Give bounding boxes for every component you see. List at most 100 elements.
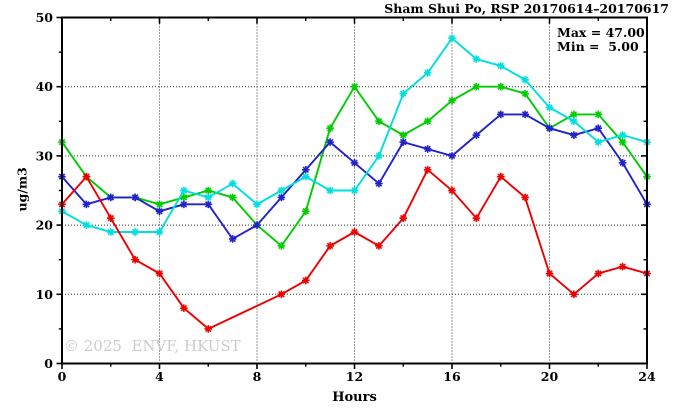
marker-stroke xyxy=(204,194,212,201)
series-red-marker xyxy=(472,214,481,222)
marker-stroke xyxy=(302,166,310,174)
series-cyan-marker xyxy=(228,179,237,188)
marker-stroke xyxy=(156,207,163,215)
series-red-marker xyxy=(448,186,456,195)
series-blue-marker xyxy=(106,193,115,202)
marker-stroke xyxy=(131,194,139,201)
marker-stroke xyxy=(278,194,285,201)
marker-stroke xyxy=(302,277,310,284)
marker-stroke xyxy=(107,228,115,236)
series-green-marker xyxy=(155,200,164,209)
plot-border xyxy=(61,16,648,365)
marker-stroke xyxy=(351,159,358,167)
marker-stroke xyxy=(253,201,261,208)
marker-stroke xyxy=(156,201,163,208)
marker-stroke xyxy=(546,270,553,277)
marker-stroke xyxy=(594,138,602,146)
marker-stroke xyxy=(546,104,553,111)
marker-stroke xyxy=(326,138,334,146)
series-cyan-marker xyxy=(82,221,91,229)
y-tick-label: 0 xyxy=(44,356,53,371)
max-min-annotation: Max = 47.00 Min = 5.00 xyxy=(557,26,645,53)
series-blue-marker xyxy=(82,200,91,209)
y-tick-label: 10 xyxy=(36,287,54,302)
marker-stroke xyxy=(521,76,529,84)
series-green-marker xyxy=(228,193,237,202)
series-red-marker xyxy=(350,228,359,236)
series-blue-marker xyxy=(594,124,603,133)
series-red-marker xyxy=(570,290,578,299)
series-blue-marker xyxy=(277,193,286,202)
series-blue-marker xyxy=(228,235,237,243)
x-tick-label: 0 xyxy=(58,369,67,384)
marker-stroke xyxy=(83,173,90,180)
series-red-marker xyxy=(618,262,627,271)
marker-stroke xyxy=(302,207,310,215)
marker-stroke xyxy=(570,131,578,139)
series-blue-marker xyxy=(155,207,164,216)
series-cyan-marker xyxy=(326,186,334,195)
marker-stroke xyxy=(399,138,407,146)
series-green-marker xyxy=(204,186,213,195)
x-tick-label: 20 xyxy=(541,369,559,384)
series-green-marker xyxy=(594,110,603,119)
marker-stroke xyxy=(399,214,407,222)
marker-stroke xyxy=(229,194,236,201)
marker-stroke xyxy=(83,221,90,229)
series-blue-marker xyxy=(326,138,334,146)
marker-stroke xyxy=(326,242,334,250)
series-cyan-marker xyxy=(350,186,359,195)
marker-stroke xyxy=(204,325,212,333)
series-blue-marker xyxy=(570,131,578,139)
marker-stroke xyxy=(131,256,139,263)
marker-stroke xyxy=(204,201,212,208)
x-tick-label: 16 xyxy=(443,369,461,384)
marker-stroke xyxy=(326,124,334,132)
series-blue-marker xyxy=(253,221,261,229)
marker-stroke xyxy=(497,111,505,118)
marker-stroke xyxy=(448,187,456,194)
series-cyan-marker xyxy=(204,193,213,202)
chart-title: Sham Shui Po, RSP 20170614–20170617 xyxy=(384,1,669,16)
series-cyan-marker xyxy=(594,138,603,146)
min-annotation: Min = 5.00 xyxy=(557,38,639,54)
marker-stroke xyxy=(448,97,456,104)
series-cyan-marker xyxy=(472,55,481,63)
marker-stroke xyxy=(497,173,505,180)
series-green-marker xyxy=(180,193,188,202)
series-red-marker xyxy=(131,255,139,264)
marker-stroke xyxy=(570,291,578,298)
series-cyan-marker xyxy=(570,117,578,126)
series-cyan-marker xyxy=(521,75,529,84)
marker-stroke xyxy=(473,55,480,63)
series-red-marker xyxy=(521,193,529,202)
series-blue-marker xyxy=(131,193,139,202)
series-green-marker xyxy=(448,96,456,105)
series-cyan-marker xyxy=(277,186,286,195)
marker-stroke xyxy=(156,270,163,277)
x-axis-label: Hours xyxy=(332,390,377,405)
marker-stroke xyxy=(180,187,188,194)
marker-stroke xyxy=(497,83,505,90)
series-red-marker xyxy=(496,172,505,181)
series-cyan-marker xyxy=(106,228,115,236)
series-cyan-marker xyxy=(399,89,408,98)
series-blue-marker xyxy=(423,145,432,153)
marker-stroke xyxy=(131,228,139,236)
series-red-marker xyxy=(399,214,408,222)
series-red-marker xyxy=(326,242,334,250)
series-cyan-marker xyxy=(545,103,554,112)
y-tick-label: 50 xyxy=(36,10,54,25)
watermark: © 2025 ENVF, HKUST xyxy=(64,337,241,355)
marker-stroke xyxy=(424,166,431,174)
series-green-marker xyxy=(399,131,408,139)
series-green-marker xyxy=(472,82,481,91)
series-red-marker xyxy=(301,276,310,285)
series-blue-marker xyxy=(472,131,481,139)
series-green-marker xyxy=(521,89,529,98)
marker-stroke xyxy=(619,159,626,167)
series-blue-marker xyxy=(545,124,554,133)
series-cyan-marker xyxy=(423,69,432,77)
series-blue-marker xyxy=(448,152,456,160)
